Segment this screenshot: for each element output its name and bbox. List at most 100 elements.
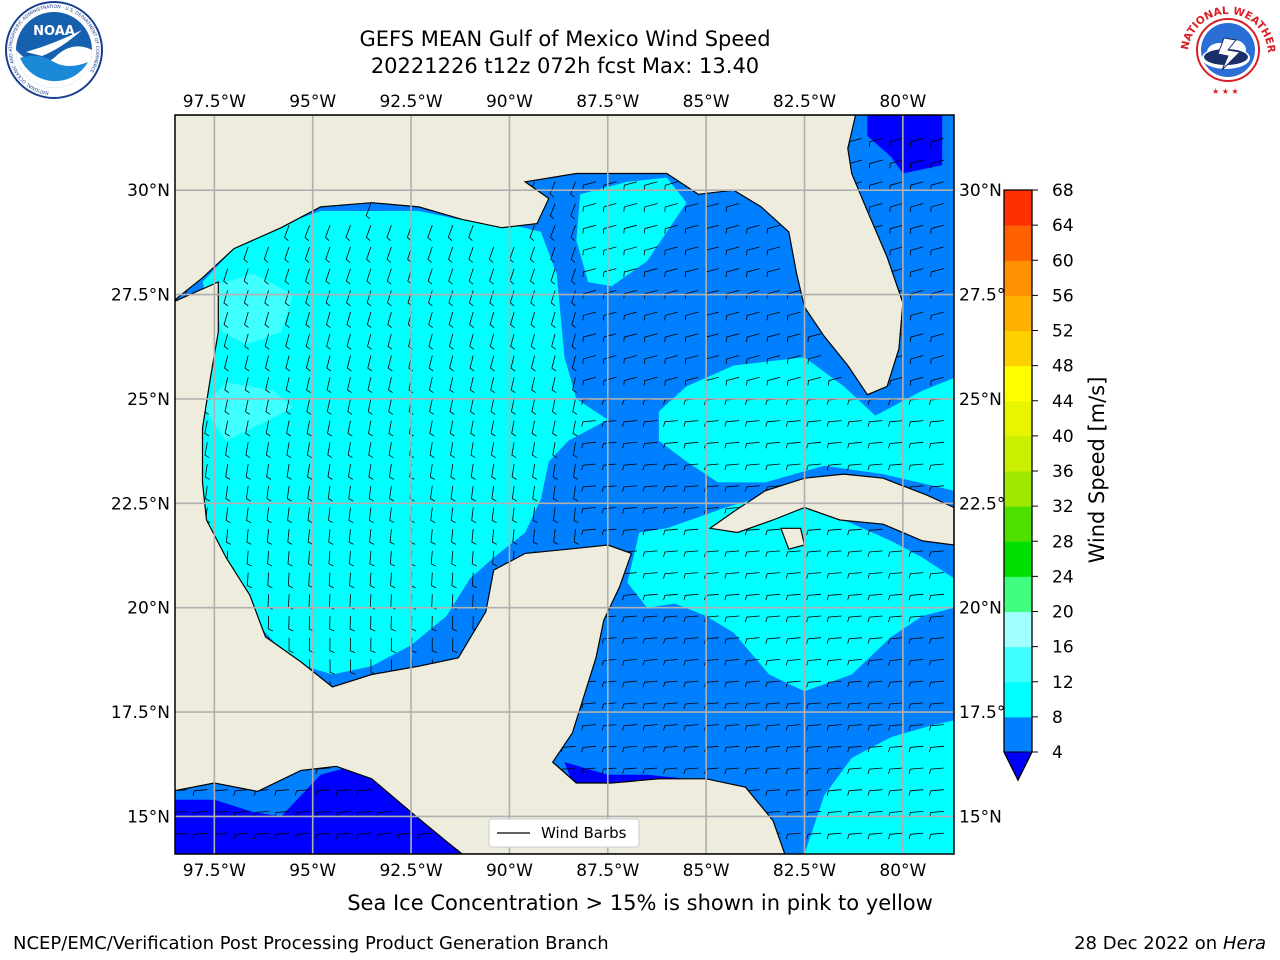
wind-barb <box>581 420 597 427</box>
wind-region-12 <box>658 357 954 491</box>
wind-barb <box>766 355 781 364</box>
wind-barb <box>623 224 638 234</box>
footer-credit: NCEP/EMC/Verification Post Processing Pr… <box>13 933 609 954</box>
wind-barb <box>243 246 249 263</box>
wind-barb <box>245 398 250 415</box>
wind-barb <box>470 463 476 480</box>
wind-barb <box>929 420 944 427</box>
wind-barb <box>571 311 577 328</box>
wind-barb <box>369 572 375 589</box>
wind-barb <box>356 789 371 796</box>
wind-barb <box>511 442 517 459</box>
wind-barb <box>663 745 678 753</box>
wind-barb <box>428 377 434 394</box>
wind-barb <box>867 702 883 709</box>
wind-barb <box>367 355 373 372</box>
wind-barb <box>683 550 699 557</box>
wind-barb <box>642 615 658 623</box>
wind-barb <box>470 398 475 415</box>
wind-barb <box>348 485 354 502</box>
wind-barb <box>246 507 252 524</box>
wind-barb <box>286 463 292 480</box>
wind-barb <box>806 680 822 688</box>
wind-barb <box>307 529 313 545</box>
wind-barb <box>265 398 271 415</box>
wind-barb <box>929 724 944 731</box>
wind-barb <box>744 724 760 731</box>
wind-barb <box>346 355 352 372</box>
wind-barb <box>450 442 456 459</box>
wind-barb <box>389 485 395 502</box>
wind-barb <box>622 507 637 514</box>
chart-subtitle: 20221226 t12z 072h fcst Max: 13.40 <box>370 54 760 78</box>
wind-barb <box>581 507 597 514</box>
wind-barb <box>684 376 699 386</box>
wind-barb <box>388 420 394 437</box>
wind-barb <box>642 507 658 514</box>
wind-barb <box>663 572 678 579</box>
lat-lon-grid <box>175 115 954 854</box>
wind-barb <box>531 398 537 415</box>
wind-barb <box>307 485 313 502</box>
wind-barb <box>908 420 924 427</box>
wind-barb <box>204 463 210 480</box>
wind-barb <box>246 572 253 589</box>
wind-barb <box>724 550 740 557</box>
colorbar-segment <box>1004 681 1032 718</box>
wind-barb <box>347 398 353 415</box>
colorbar-tick-label: 52 <box>1052 322 1074 342</box>
wind-barb <box>765 680 781 688</box>
wind-barb <box>888 550 903 557</box>
wind-barb <box>469 377 475 394</box>
wind-barb <box>806 420 822 427</box>
wind-barb <box>785 441 801 449</box>
wind-barb <box>367 377 373 394</box>
wind-barb <box>847 680 862 688</box>
wind-barb <box>930 203 944 212</box>
wind-barb <box>244 333 250 350</box>
wind-barb <box>265 420 271 437</box>
wind-barb <box>642 767 658 775</box>
wind-barb <box>224 355 229 372</box>
wind-barb <box>601 659 617 666</box>
wind-barb <box>306 442 312 459</box>
wind-barb <box>725 224 740 234</box>
colorbar-tick-label: 40 <box>1052 427 1074 447</box>
wind-barb <box>602 376 617 386</box>
wind-barb <box>429 463 435 480</box>
wind-barb <box>601 702 617 709</box>
colorbar-tick-label: 8 <box>1052 708 1063 728</box>
wind-barb <box>765 702 781 709</box>
wind-barb <box>204 442 210 459</box>
wind-barb <box>867 463 883 471</box>
noaa-logo-text: NOAA <box>33 24 75 39</box>
wind-barb <box>765 572 781 579</box>
wind-barb <box>888 441 903 449</box>
wind-barb <box>826 832 842 840</box>
wind-barb <box>622 702 637 709</box>
colorbar-label: Wind Speed [m/s] <box>1085 377 1109 564</box>
wind-barb <box>888 593 903 601</box>
wind-barb <box>766 376 781 386</box>
wind-barb <box>175 832 187 835</box>
wind-barb <box>552 420 558 437</box>
colorbar-segment <box>1004 260 1032 296</box>
wind-barb <box>225 485 231 502</box>
wind-barb <box>785 724 801 731</box>
wind-barb <box>452 637 458 653</box>
wind-barb <box>929 680 944 688</box>
wind-barb <box>724 724 740 731</box>
wind-barb <box>368 485 374 502</box>
wind-barb <box>549 203 556 220</box>
wind-barb <box>468 246 474 263</box>
wind-barb <box>908 789 924 796</box>
wind-barb <box>305 333 311 350</box>
wind-barb <box>448 311 454 328</box>
x-tick-label-bottom: 85°W <box>683 861 730 881</box>
wind-barb <box>724 745 740 753</box>
wind-barb <box>847 593 862 601</box>
wind-barb <box>205 485 211 502</box>
wind-barb <box>826 572 842 579</box>
wind-barb <box>867 832 883 840</box>
wind-barb <box>448 246 454 263</box>
